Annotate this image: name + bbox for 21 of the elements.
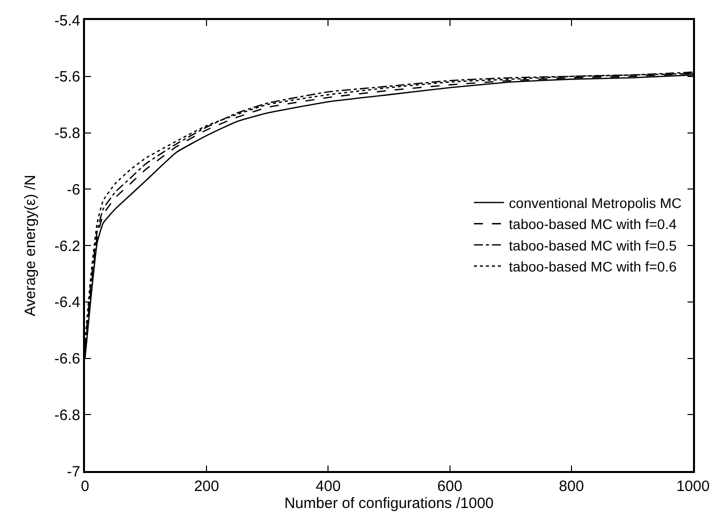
legend-label: conventional Metropolis MC: [508, 194, 682, 211]
legend-label: taboo-based MC with f=0.4: [508, 216, 677, 232]
y-tick-label: -7: [66, 463, 80, 480]
y-tick-label: -5.6: [54, 68, 80, 86]
y-tick-label: -6: [66, 181, 80, 198]
x-tick-label: 200: [194, 478, 220, 495]
x-tick-label: 400: [316, 478, 341, 495]
x-tick-label: 0: [80, 478, 90, 495]
y-tick-label: -6.2: [54, 238, 80, 255]
x-tick-label: 1000: [676, 478, 710, 495]
legend-label: taboo-based MC with f=0.6: [508, 258, 677, 275]
y-axis-title: Average energy(ε) /N: [22, 174, 40, 316]
legend-label: taboo-based MC with f=0.5: [508, 237, 677, 254]
y-tick-label: -5.4: [54, 12, 80, 30]
y-tick-label: -6.8: [54, 406, 80, 424]
x-tick-label: 800: [558, 478, 584, 495]
y-tick-label: -5.8: [54, 125, 80, 142]
y-tick-label: -6.6: [54, 350, 80, 368]
x-axis-title: Number of configurations /1000: [284, 494, 494, 512]
y-tick-label: -6.4: [54, 294, 80, 312]
x-tick-label: 600: [437, 478, 462, 495]
